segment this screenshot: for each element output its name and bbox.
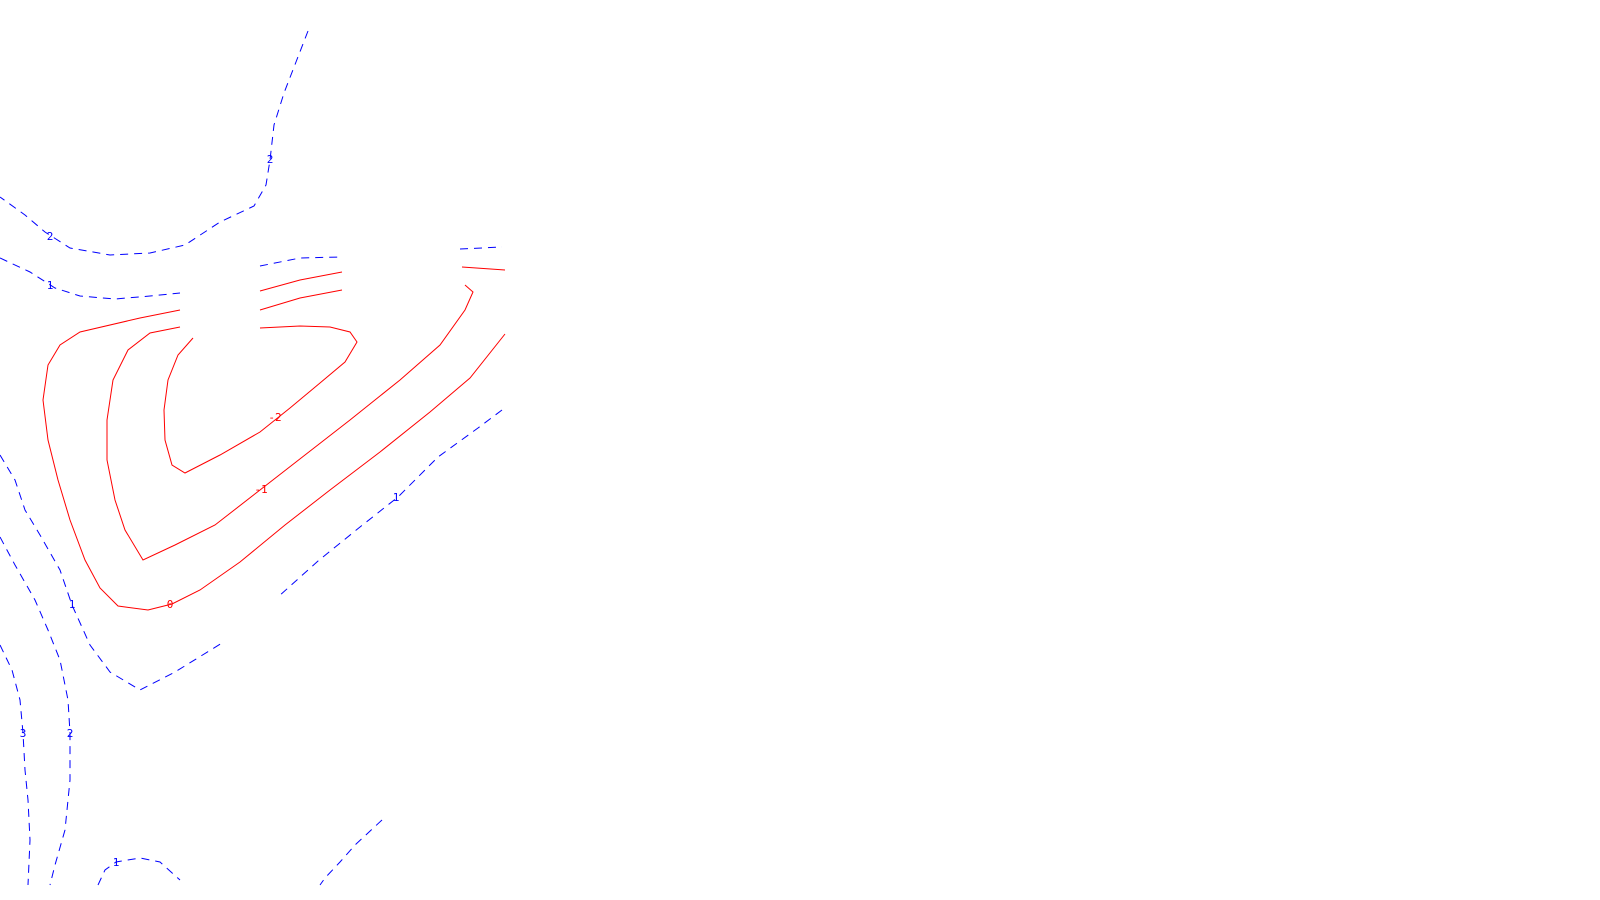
contour-line-zero-frag-2 <box>259 271 343 292</box>
contour-line-right-1 <box>277 409 503 598</box>
contour-label-top-2: 2 <box>267 153 274 166</box>
contour-label-left-2: 2 <box>67 727 74 740</box>
contour-line-bottom-1 <box>97 857 181 886</box>
contour-label-zero: 0 <box>167 598 174 611</box>
contour-label-left-1: 1 <box>69 598 76 611</box>
contour-label-diag-1: 1 <box>393 491 400 504</box>
contour-labels: 2 2 1 1 1 2 3 1 0 -1 -2 <box>20 153 400 869</box>
contour-line-minus1 <box>106 284 474 561</box>
contour-line-bottom-right-1 <box>319 819 383 886</box>
contour-label-upper-2: 2 <box>47 230 54 243</box>
contour-line-zero <box>42 309 506 611</box>
contour-line-left-3 <box>0 644 31 886</box>
contour-line-upper-1-frag <box>259 256 341 267</box>
contour-line-left-1 <box>0 454 223 691</box>
contour-line-top-2 <box>0 30 309 256</box>
contour-label-upper-1: 1 <box>47 279 54 292</box>
contour-label-minus2: -2 <box>268 411 281 424</box>
contour-label-bottom-1: 1 <box>113 856 120 869</box>
contour-line-minus1-frag <box>259 289 343 311</box>
contour-line-zero-frag <box>461 266 506 271</box>
contour-label-left-3: 3 <box>20 727 27 740</box>
contour-line-upper-2-frag <box>459 246 503 250</box>
contour-line-upper-1 <box>0 257 181 300</box>
contour-line-minus2 <box>163 325 358 474</box>
contour-label-minus1: -1 <box>254 483 267 496</box>
contour-line-left-2 <box>0 536 71 886</box>
